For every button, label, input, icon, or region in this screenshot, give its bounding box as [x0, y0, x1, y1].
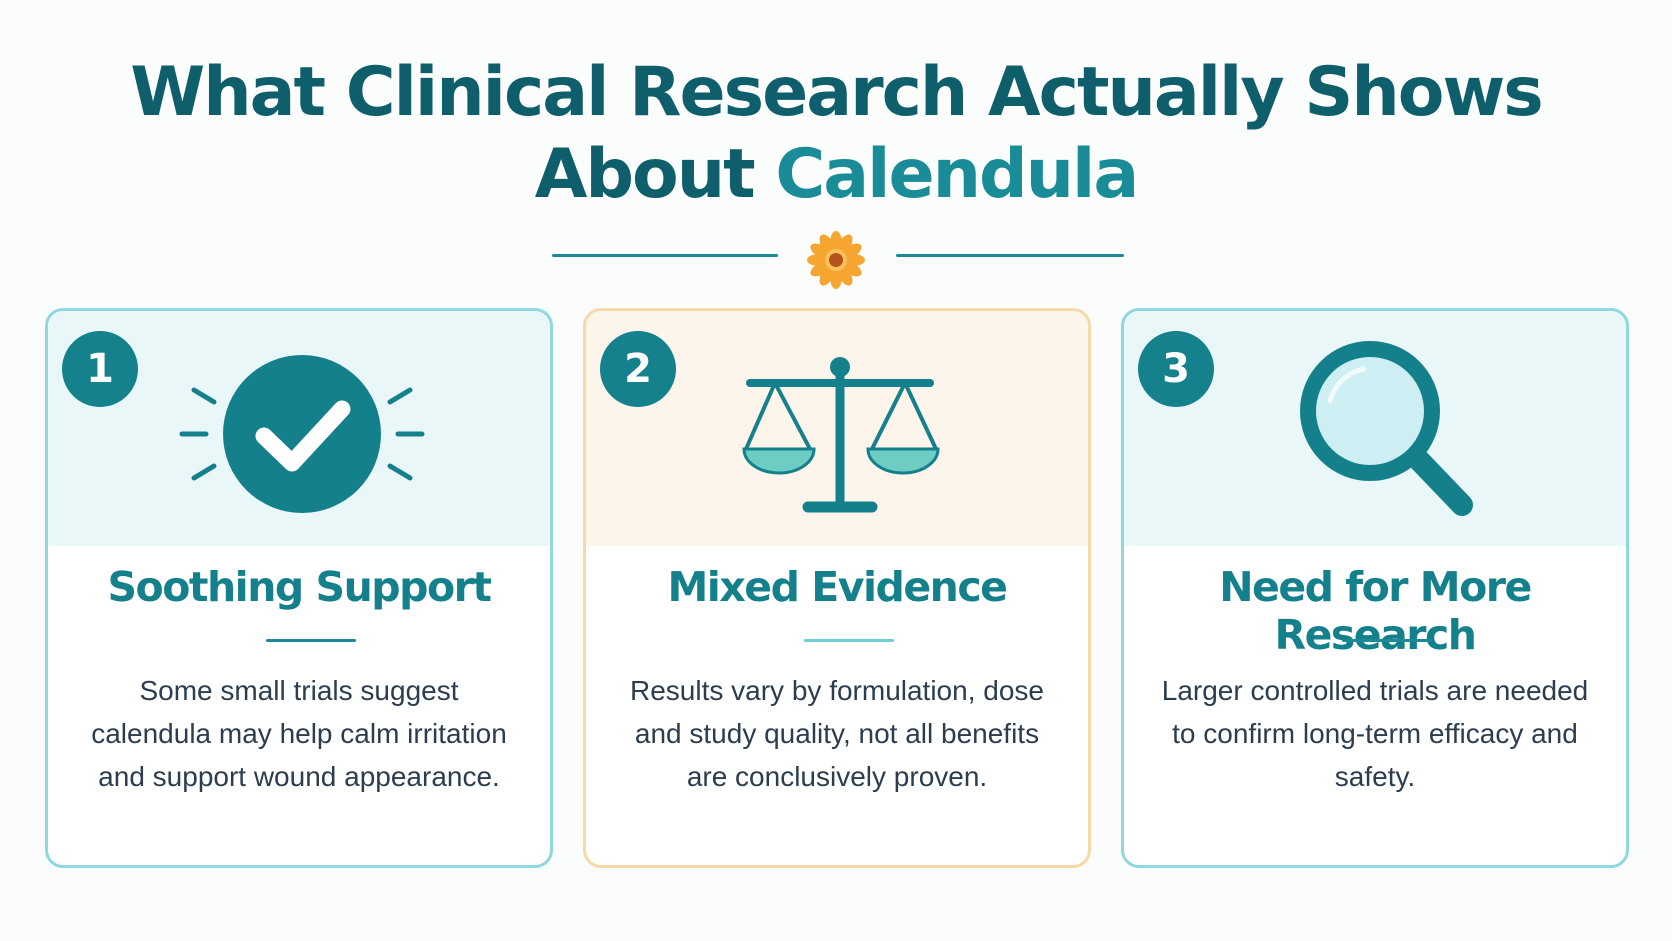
balance-scale-icon: [742, 357, 940, 513]
card-mixed-evidence: 2 Mixed Evidence Results vary by formula…: [583, 308, 1091, 868]
number-badge: 3: [1138, 331, 1214, 407]
card-soothing-support: 1 Soothing Support Some small trials sug…: [45, 308, 553, 868]
number-badge: 2: [600, 331, 676, 407]
page-title: What Clinical Research Actually Shows Ab…: [0, 52, 1672, 216]
magnifying-glass-icon: [1300, 341, 1473, 516]
divider-line-right: [896, 254, 1124, 257]
card-body: Larger controlled trials are needed to c…: [1161, 675, 1589, 792]
card-rule: [804, 639, 894, 642]
title-accent: Calendula: [775, 135, 1139, 214]
divider-line-left: [552, 254, 778, 257]
card-title: Need for More Research: [1219, 563, 1532, 659]
card-title: Mixed Evidence: [667, 563, 1008, 611]
checkmark-circle-icon: [179, 355, 425, 513]
title-line-1: What Clinical Research Actually Shows: [130, 53, 1544, 132]
number-badge: 1: [62, 331, 138, 407]
card-title: Soothing Support: [107, 563, 492, 611]
card-rule: [266, 639, 356, 642]
card-need-more-research: 3 Need for More Research Larger controll…: [1121, 308, 1629, 868]
calendula-flower-icon: [807, 231, 865, 289]
card-rule: [1342, 639, 1432, 642]
title-line-2-prefix: About: [534, 135, 756, 214]
card-body: Results vary by formulation, dose and st…: [630, 675, 1044, 792]
card-body: Some small trials suggest calendula may …: [91, 675, 507, 792]
title-divider: [0, 231, 1672, 289]
